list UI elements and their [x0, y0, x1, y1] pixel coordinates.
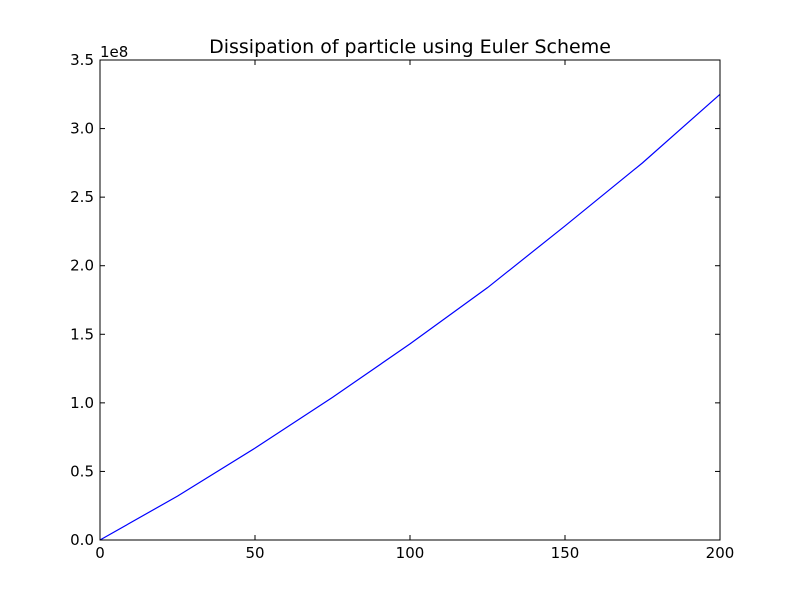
y-tick-label: 2.0 — [70, 257, 94, 275]
series-layer — [99, 93, 721, 541]
y-tick-label: 1.5 — [70, 325, 94, 343]
x-tick-label: 50 — [245, 544, 264, 562]
y-tick-label: 1.0 — [70, 394, 94, 412]
ticks-layer: 0 50 100 150 200 0.0 0.5 1.0 1.5 2.0 2.5 3.0 3.5 — [70, 51, 734, 562]
y-axis-offset-label: 1e8 — [100, 43, 128, 61]
series-line — [99, 93, 721, 541]
x-tick-label: 200 — [706, 544, 735, 562]
y-tick-label: 3.0 — [70, 120, 94, 138]
x-tick-label: 0 — [95, 544, 105, 562]
y-tick-label: 0.5 — [70, 462, 94, 480]
plot-area-frame — [99, 59, 721, 541]
y-tick-label: 3.5 — [70, 51, 94, 69]
y-tick-label: 0.0 — [70, 531, 94, 549]
y-tick-label: 2.5 — [70, 188, 94, 206]
x-tick-label: 150 — [551, 544, 580, 562]
chart-title: Dissipation of particle using Euler Sche… — [209, 36, 611, 58]
x-tick-label: 100 — [396, 544, 425, 562]
